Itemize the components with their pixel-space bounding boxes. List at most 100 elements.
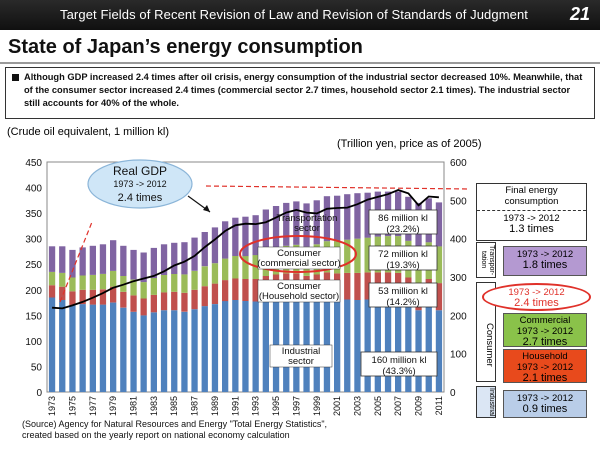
bar-segment	[99, 244, 107, 274]
household-box: Household 1973 -> 2012 2.1 times	[503, 349, 587, 384]
bar-segment	[211, 263, 219, 284]
y-tick-label: 50	[31, 362, 43, 373]
y-tick-label: 300	[25, 235, 42, 246]
bar-segment	[59, 286, 66, 300]
bar-segment	[262, 299, 269, 392]
bar-segment	[69, 277, 76, 292]
transport-sector-label: sector	[294, 223, 320, 234]
x-tick-label: 2007	[393, 396, 403, 416]
bar-segment	[374, 300, 381, 392]
household-period: 1973 -> 2012	[516, 362, 574, 373]
bar-segment	[171, 291, 178, 311]
bar-segment	[79, 247, 86, 276]
consumer-total-box: 1973 -> 2012 2.4 times	[482, 283, 591, 311]
consumer-period: 1973 -> 2012	[508, 287, 565, 298]
gdp-bubble-period: 1973 -> 2012	[113, 179, 166, 189]
bar-segment	[150, 278, 157, 295]
x-tick-label: 1981	[129, 396, 139, 416]
bar-segment	[364, 299, 371, 392]
bar-segment	[354, 300, 361, 392]
bar-segment	[201, 232, 208, 267]
commercial-highlight-ellipse	[239, 235, 357, 273]
x-tick-label: 1979	[108, 396, 118, 416]
gdp-bubble	[87, 159, 193, 209]
x-tick-label: 2011	[434, 396, 444, 415]
bar-segment	[160, 244, 168, 275]
x-tick-label: 1991	[230, 396, 240, 416]
bar-segment	[120, 245, 127, 276]
household-sector-box	[257, 279, 341, 303]
final-energy-ratio: 1.3 times	[509, 223, 554, 235]
x-tick-label: 1989	[210, 396, 220, 416]
bar-segment	[48, 297, 56, 392]
x-tick-label: 2009	[414, 396, 424, 416]
bar-segment	[435, 283, 443, 311]
bar-segment	[191, 270, 198, 290]
bar-segment	[150, 294, 157, 313]
source-note: (Source) Agency for Natural Resources an…	[22, 419, 327, 441]
bar-segment	[364, 272, 371, 300]
bar-segment	[79, 275, 86, 290]
y-tick-label: 0	[36, 388, 42, 399]
bar-segment	[435, 310, 443, 392]
bar-segment	[69, 249, 76, 278]
final-energy-label: Final energy consumption	[504, 185, 559, 207]
bar-segment	[130, 311, 137, 392]
transport-value-box	[368, 209, 438, 235]
bar-segment	[110, 270, 117, 287]
bar-segment	[211, 283, 219, 304]
y2-tick-label: 400	[450, 235, 467, 246]
x-tick-label: 1993	[251, 396, 261, 416]
commercial-value-text: 72 million kl	[378, 249, 428, 260]
header-text: Target Fields of Recent Revision of Law …	[60, 7, 529, 22]
bar-segment	[354, 272, 361, 300]
bar-segment	[171, 273, 178, 292]
household-sector-label: (Household sector)	[259, 291, 339, 302]
bar-segment	[160, 275, 168, 293]
household-value-text: (14.2%)	[386, 297, 419, 308]
bar-segment	[395, 300, 402, 392]
x-tick-label: 1999	[312, 396, 322, 416]
bar-segment	[211, 227, 219, 264]
bar-segment	[252, 215, 259, 256]
commercial-sector-label: (commercial sector)	[257, 258, 340, 269]
bar-segment	[405, 304, 412, 392]
commercial-value-text: (19.3%)	[386, 260, 419, 271]
bar-segment	[283, 202, 290, 246]
bar-segment	[48, 246, 56, 272]
gdp-line	[52, 189, 439, 310]
bar-segment	[89, 275, 96, 290]
bar-segment	[69, 305, 76, 392]
y-tick-label: 150	[25, 311, 42, 322]
bar-segment	[364, 237, 371, 273]
bar-segment	[201, 286, 208, 307]
bar-segment	[89, 245, 96, 275]
consumer-tag: Consumer	[476, 282, 496, 382]
bar-segment	[191, 309, 198, 392]
bar-segment	[425, 306, 432, 392]
bar-segment	[334, 195, 341, 242]
bar-segment	[242, 279, 249, 301]
bullet-square-icon	[12, 74, 19, 81]
bar-segment	[232, 256, 239, 279]
bar-segment	[201, 306, 208, 392]
bar-segment	[242, 216, 249, 257]
commercial-value-box	[368, 245, 438, 271]
bar-segment	[79, 289, 86, 305]
y2-tick-label: 300	[450, 273, 467, 284]
consumer-ratio: 2.4 times	[514, 297, 559, 309]
bar-segment	[272, 206, 280, 248]
bar-segment	[99, 289, 107, 305]
transport-ratio: 1.8 times	[522, 259, 568, 271]
left-axis-unit: (Crude oil equivalent, 1 million kl)	[7, 126, 170, 138]
bar-segment	[160, 310, 168, 392]
y2-tick-label: 200	[450, 311, 467, 322]
x-tick-label: 1995	[271, 396, 281, 416]
y-tick-label: 400	[25, 184, 42, 195]
commercial-ratio: 2.7 times	[522, 336, 568, 348]
bar-segment	[415, 310, 422, 392]
gdp-bubble-arrowhead	[203, 205, 210, 212]
household-label: Household	[522, 351, 568, 362]
bar-segment	[232, 300, 239, 392]
